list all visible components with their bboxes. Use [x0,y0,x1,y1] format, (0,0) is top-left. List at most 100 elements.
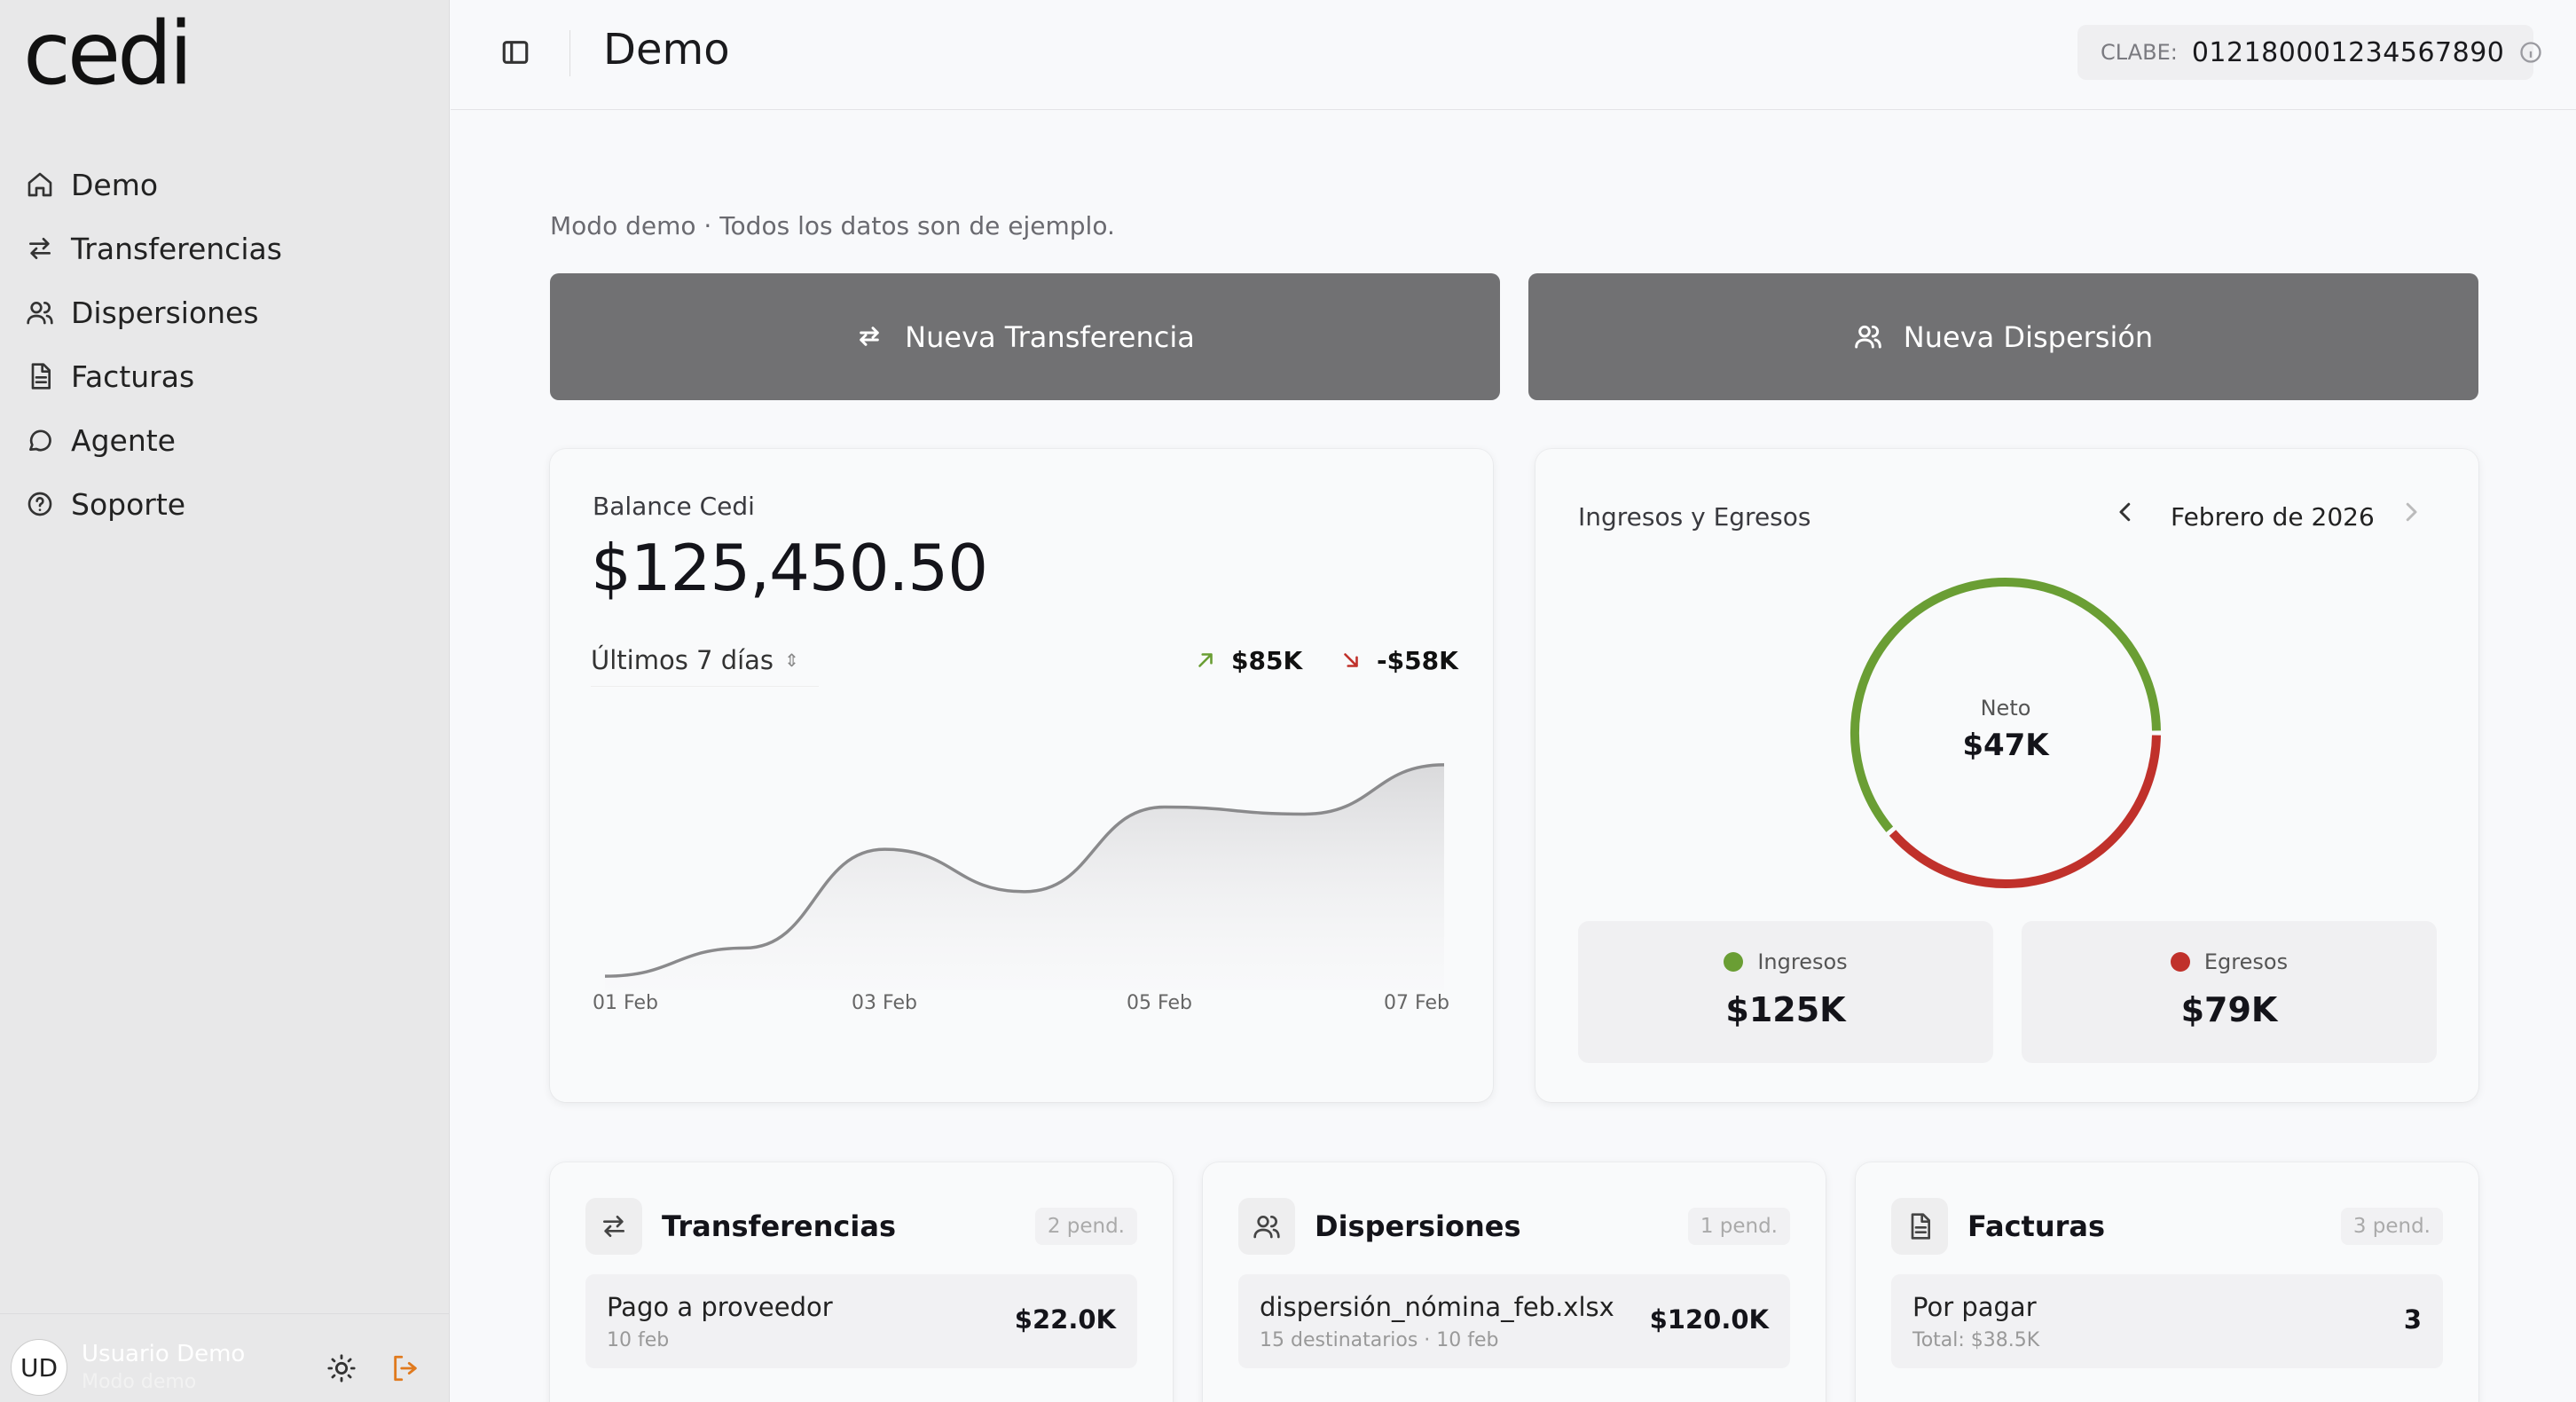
sidebar-item-transferencias[interactable]: Transferencias [21,217,429,280]
clabe-value: 012180001234567890 [2191,36,2505,68]
expense-legend-label: Egresos [2203,949,2289,974]
sidebar-item-dispersiones[interactable]: Dispersiones [21,280,429,344]
page-title: Demo [603,25,730,75]
demo-mode-note: Modo demo · Todos los datos son de ejemp… [550,211,1115,240]
chart-x-tick-label: 01 Feb [593,992,658,1014]
chart-x-tick-label: 07 Feb [1384,992,1449,1014]
list-item-value: 3 [2403,1304,2422,1335]
income-dot [1724,952,1744,972]
list-item-subtitle: Total: $38.5K [1912,1329,2040,1351]
new-dispersion-button[interactable]: Nueva Dispersión [1528,273,2478,400]
income-stat-value: $85K [1231,646,1303,675]
list-item-value: $120.0K [1649,1304,1769,1335]
chart-area-fill [605,764,1444,990]
invoices-summary-title: Facturas [1967,1209,2106,1243]
net-label: Neto [1980,696,2031,721]
net-value: $47K [1962,728,2049,763]
users-icon [1854,322,1884,352]
list-item-title: Por pagar [1912,1292,2037,1322]
dispersions-summary-title: Dispersiones [1315,1209,1521,1243]
invoices-summary-card[interactable]: Facturas 3 pend. Por pagar Total: $38.5K… [1856,1162,2478,1402]
top-header: Demo CLABE: 012180001234567890 [451,0,2576,110]
arrows-icon [855,322,885,352]
chevron-updown-icon: ⇕ [784,649,799,671]
income-expense-card: Ingresos y Egresos Febrero de 2026 Neto … [1535,449,2478,1102]
chart-x-tick-label: 03 Feb [852,992,917,1014]
income-expense-title: Ingresos y Egresos [1578,502,1811,532]
sidebar-item-demo[interactable]: Demo [21,153,429,217]
users-icon [1238,1198,1295,1255]
chevron-left-icon[interactable] [2112,499,2142,529]
document-icon [1891,1198,1948,1255]
logout-icon[interactable] [390,1353,420,1383]
new-dispersion-label: Nueva Dispersión [1903,319,2154,354]
list-item-title: dispersión_nómina_feb.xlsx [1260,1292,1614,1322]
sidebar-item-label: Facturas [71,358,195,394]
expense-stat: -$58K [1339,646,1458,675]
transfers-summary-title: Transferencias [662,1209,896,1243]
arrow-up-right-icon [1194,649,1219,673]
balance-label: Balance Cedi [593,492,755,521]
sidebar: cedi Demo Transferencias Dispersiones Fa… [0,0,450,1402]
expense-dot [2170,952,2190,972]
home-icon [25,169,55,200]
list-item[interactable]: Por pagar Total: $38.5K 3 [1891,1274,2443,1368]
month-label: Febrero de 2026 [2171,502,2375,532]
new-transfer-label: Nueva Transferencia [905,319,1195,354]
new-transfer-button[interactable]: Nueva Transferencia [550,273,1500,400]
pending-badge: 3 pend. [2340,1208,2443,1245]
help-icon [25,489,55,519]
income-legend-label: Ingresos [1757,949,1848,974]
arrow-down-right-icon [1339,649,1364,673]
expense-legend: Egresos $79K [2022,921,2437,1063]
income-stat: $85K [1194,646,1302,675]
sidebar-nav: Demo Transferencias Dispersiones Factura… [21,153,429,536]
donut-slice-egresos [1889,735,2161,888]
user-bar: UD Usuario Demo Modo demo [0,1313,450,1402]
donut-slice-ingresos [1850,578,2161,832]
sidebar-item-label: Dispersiones [71,295,259,330]
avatar[interactable]: UD [11,1339,67,1396]
period-select[interactable]: Últimos 7 días ⇕ [591,634,819,687]
list-item[interactable]: dispersión_nómina_feb.xlsx 15 destinatar… [1238,1274,1790,1368]
app-logo: cedi [23,4,193,105]
list-item[interactable]: Pago a proveedor 10 feb $22.0K [585,1274,1137,1368]
arrows-icon [25,233,55,264]
sidebar-item-label: Demo [71,167,159,202]
expense-stat-value: -$58K [1377,646,1458,675]
chart-x-tick-label: 05 Feb [1127,992,1192,1014]
balance-amount: $125,450.50 [591,531,988,605]
list-item-title: Pago a proveedor [607,1292,833,1322]
chart-series-line [604,763,1445,978]
sidebar-item-label: Agente [71,422,176,458]
sidebar-toggle-icon[interactable] [500,37,532,69]
dispersions-summary-card[interactable]: Dispersiones 1 pend. dispersión_nómina_f… [1203,1162,1826,1402]
list-item-value: $22.0K [1014,1304,1116,1335]
list-item-subtitle: 10 feb [607,1329,670,1351]
income-legend-value: $125K [1725,990,1846,1029]
balance-card: Balance Cedi $125,450.50 Últimos 7 días … [550,449,1493,1102]
list-item-subtitle: 15 destinatarios · 10 feb [1260,1329,1499,1351]
transfers-summary-card[interactable]: Transferencias 2 pend. Pago a proveedor … [550,1162,1173,1402]
chat-icon [25,425,55,455]
info-icon[interactable] [2518,40,2543,65]
income-legend: Ingresos $125K [1578,921,1993,1063]
clabe-box[interactable]: CLABE: 012180001234567890 [2077,25,2542,80]
user-name: Usuario Demo [82,1341,246,1367]
chevron-right-icon[interactable] [2398,499,2428,529]
sidebar-item-agente[interactable]: Agente [21,408,429,472]
sidebar-item-soporte[interactable]: Soporte [21,472,429,536]
document-icon [25,361,55,391]
sidebar-item-facturas[interactable]: Facturas [21,344,429,408]
user-subtitle: Modo demo [82,1371,197,1393]
sidebar-item-label: Soporte [71,486,186,522]
users-icon [25,297,55,327]
period-select-value: Últimos 7 días [591,644,774,675]
pending-badge: 1 pend. [1687,1208,1790,1245]
balance-area-chart [604,763,1445,990]
sidebar-item-label: Transferencias [71,231,282,266]
expense-legend-value: $79K [2180,990,2278,1029]
pending-badge: 2 pend. [1034,1208,1137,1245]
header-divider [569,30,570,76]
theme-toggle-sun-icon[interactable] [326,1353,357,1383]
